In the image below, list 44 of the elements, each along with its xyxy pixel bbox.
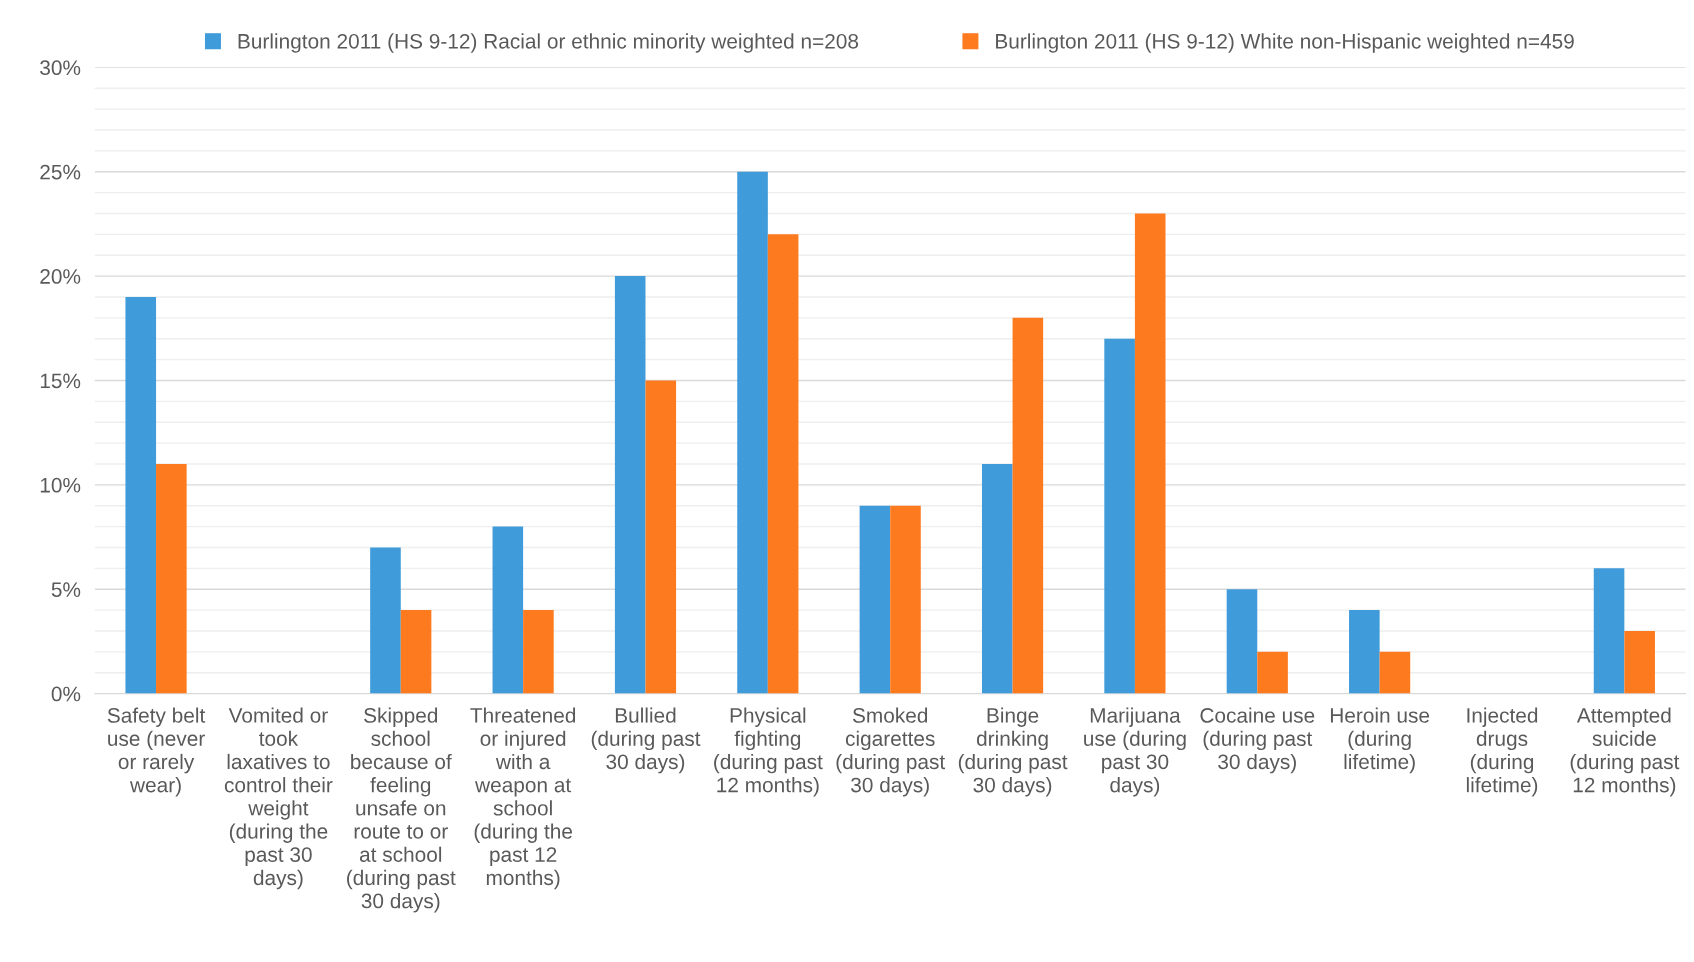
y-tick-label: 30% (40, 60, 81, 76)
x-tick-label: Attempted suicide (during past 12 months) (1570, 707, 1680, 797)
bar (370, 547, 401, 694)
y-tick-label: 15% (40, 373, 81, 389)
legend-label: Burlington 2011 (HS 9-12) White non-Hispanic weighted n=459 (996, 33, 1574, 53)
x-tick-label: Smoked cigarettes (during past 30 days) (836, 707, 946, 797)
x-tick-label: Physical fighting (during past 12 months) (714, 707, 823, 797)
bar (645, 380, 677, 694)
x-tick-label: Marijuana use (during past 30 days) (1084, 707, 1186, 797)
x-tick-label: Vomited or took laxatives to control their weight (during the past 30 days) (224, 707, 333, 890)
y-tick-label: 5% (51, 582, 81, 597)
bar (1134, 213, 1166, 694)
bar (1226, 589, 1258, 694)
x-tick-label: Bullied (during past 30 days) (591, 707, 701, 774)
category-label: Skipped school because of feeling unsafe on route to or at school (during past 30 days) (347, 707, 456, 913)
y-tick-label: 0% (51, 686, 81, 702)
bar (523, 610, 554, 694)
x-tick-label: Binge drinking (during past 30 days) (958, 707, 1068, 797)
bar (1593, 568, 1625, 694)
bar (492, 526, 524, 694)
bar (890, 505, 921, 694)
bar (400, 610, 432, 694)
bar (737, 171, 768, 694)
bar (981, 463, 1013, 694)
bar (1257, 651, 1288, 694)
legend-label: Burlington 2011 (HS 9-12) Racial or ethnic minority weighted n=208 (238, 33, 859, 53)
bar (1012, 317, 1044, 694)
bar (1349, 610, 1380, 694)
bar (156, 463, 187, 694)
y-tick-label: 20% (40, 269, 81, 284)
y-tick-label: 25% (40, 164, 81, 180)
x-tick-label: Safety belt use (never or rarely wear) (107, 707, 206, 797)
x-tick-label: Threatened or injured with a weapon at school (during the past 12 months) (470, 707, 576, 890)
bar (1104, 338, 1135, 694)
bar (1379, 651, 1411, 694)
bar (614, 276, 646, 694)
x-tick-label: Injected drugs (during lifetime) (1466, 707, 1538, 797)
x-tick-label: Cocaine use (during past 30 days) (1200, 707, 1315, 774)
bar (1624, 630, 1655, 694)
bar (767, 234, 799, 694)
bar (125, 296, 157, 694)
y-tick-label: 10% (40, 477, 81, 493)
x-tick-label: Heroin use (during lifetime) (1330, 707, 1430, 774)
bar (859, 505, 891, 694)
